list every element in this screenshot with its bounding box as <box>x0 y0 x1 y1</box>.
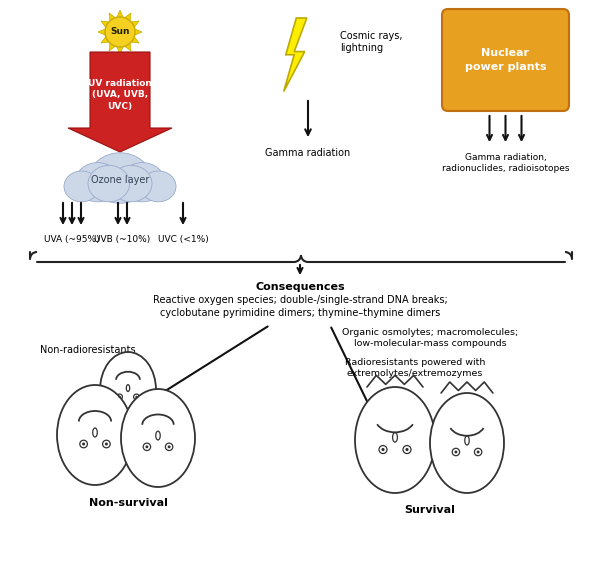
Text: UVC (<1%): UVC (<1%) <box>158 235 208 244</box>
Text: Ozone layer: Ozone layer <box>91 175 149 185</box>
Circle shape <box>403 446 411 453</box>
Circle shape <box>167 445 170 448</box>
Text: Radioresistants powered with
extremolytes/extremozymes: Radioresistants powered with extremolyte… <box>345 358 485 378</box>
Circle shape <box>135 395 137 398</box>
Polygon shape <box>109 13 116 22</box>
Text: UV radiation
(UVA, UVB,
UVC): UV radiation (UVA, UVB, UVC) <box>88 79 152 111</box>
Circle shape <box>143 443 151 450</box>
Text: Survival: Survival <box>404 505 455 515</box>
Circle shape <box>476 450 479 453</box>
Text: Gamma radiation,
radionuclides, radioisotopes: Gamma radiation, radionuclides, radioiso… <box>442 153 569 173</box>
Ellipse shape <box>392 432 397 442</box>
Polygon shape <box>130 36 139 43</box>
Circle shape <box>103 440 110 448</box>
Polygon shape <box>109 42 116 51</box>
Polygon shape <box>130 21 139 29</box>
Circle shape <box>105 17 135 47</box>
Polygon shape <box>101 21 110 29</box>
Text: Cosmic rays,
lightning: Cosmic rays, lightning <box>340 31 403 53</box>
Ellipse shape <box>110 166 152 202</box>
Circle shape <box>406 448 409 451</box>
Ellipse shape <box>88 166 130 202</box>
Ellipse shape <box>120 163 165 202</box>
Polygon shape <box>284 18 307 91</box>
Ellipse shape <box>465 436 469 445</box>
Text: Non-survival: Non-survival <box>89 498 167 508</box>
Polygon shape <box>134 29 142 36</box>
Text: Consequences: Consequences <box>255 282 345 292</box>
Polygon shape <box>124 13 131 22</box>
Circle shape <box>166 443 173 450</box>
Ellipse shape <box>64 171 99 202</box>
Ellipse shape <box>156 431 160 440</box>
Text: Sun: Sun <box>110 27 130 36</box>
Text: Reactive oxygen species; double-/single-strand DNA breaks;
cyclobutane pyrimidin: Reactive oxygen species; double-/single-… <box>152 295 448 318</box>
Text: Gamma radiation: Gamma radiation <box>265 148 350 158</box>
Text: Nuclear
power plants: Nuclear power plants <box>465 49 546 71</box>
Ellipse shape <box>141 171 176 202</box>
Ellipse shape <box>127 385 130 391</box>
Circle shape <box>454 450 457 453</box>
Polygon shape <box>116 46 124 54</box>
Circle shape <box>118 395 121 398</box>
Polygon shape <box>98 29 106 36</box>
Polygon shape <box>116 10 124 19</box>
Circle shape <box>379 446 387 453</box>
Ellipse shape <box>89 153 151 203</box>
Circle shape <box>105 442 108 446</box>
Ellipse shape <box>355 387 435 493</box>
Text: Non-radioresistants: Non-radioresistants <box>40 345 136 355</box>
FancyBboxPatch shape <box>442 9 569 111</box>
Polygon shape <box>68 52 172 152</box>
Text: UVA (~95%): UVA (~95%) <box>44 235 100 244</box>
Ellipse shape <box>121 389 195 487</box>
Ellipse shape <box>75 163 120 202</box>
Polygon shape <box>124 42 131 51</box>
Ellipse shape <box>430 393 504 493</box>
Ellipse shape <box>93 428 97 437</box>
Circle shape <box>134 394 139 400</box>
Circle shape <box>475 448 482 456</box>
Ellipse shape <box>57 385 133 485</box>
Circle shape <box>80 440 88 448</box>
Ellipse shape <box>100 352 156 428</box>
Circle shape <box>145 445 148 448</box>
Text: Organic osmolytes; macromolecules;
low-molecular-mass compounds: Organic osmolytes; macromolecules; low-m… <box>342 328 518 349</box>
Polygon shape <box>101 36 110 43</box>
Circle shape <box>82 442 85 446</box>
Text: UVB (~10%): UVB (~10%) <box>94 235 150 244</box>
Circle shape <box>452 448 460 456</box>
Circle shape <box>117 394 122 400</box>
Circle shape <box>382 448 385 451</box>
